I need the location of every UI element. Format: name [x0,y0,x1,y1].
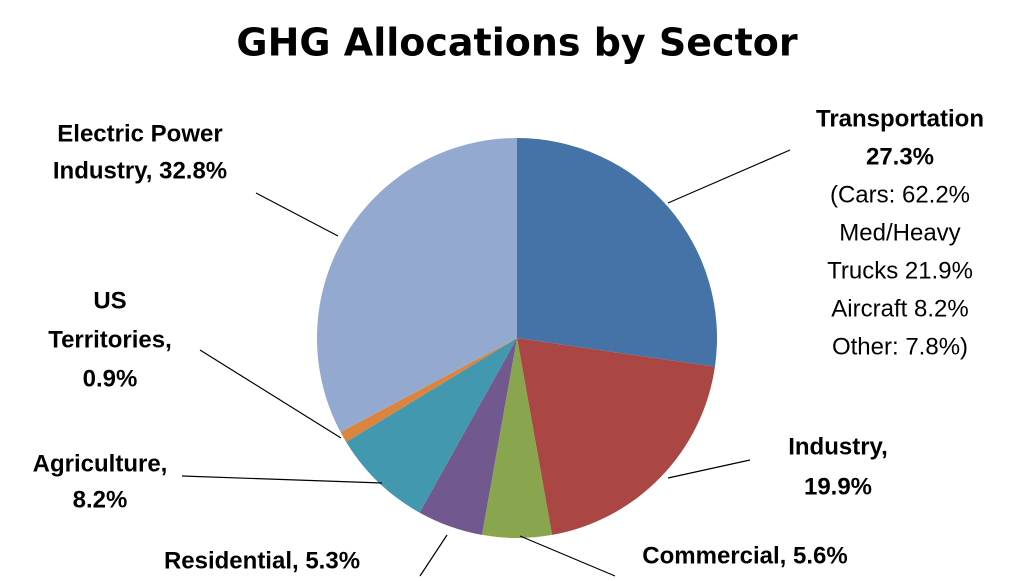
data-label: Industry, 32.8% [53,157,227,184]
pie-slice [316,138,517,433]
data-label: Agriculture, [33,450,168,477]
data-label: Industry, [788,433,888,460]
data-label: 0.9% [83,365,138,392]
leader-line [255,192,339,237]
data-label: 8.2% [73,486,128,513]
pie-slice [517,338,715,535]
data-label: Electric Power [57,120,222,147]
data-label: Territories, [48,326,172,353]
data-label: US [93,287,126,314]
pie-slice [517,138,717,367]
data-label: Trucks 21.9% [827,257,973,284]
leader-line [519,535,616,577]
leader-line [199,349,342,439]
leader-line [181,475,383,484]
pie-slice [481,338,553,538]
leader-line [667,149,791,204]
data-label: Aircraft 8.2% [831,295,968,322]
chart-title: GHG Allocations by Sector [236,21,797,65]
pie-slice [346,338,517,513]
data-label: 27.3% [866,143,934,170]
data-label: 19.9% [804,473,872,500]
data-label: Transportation [816,105,984,132]
pie-slice [419,338,517,535]
data-label: Other: 7.8%) [832,333,968,360]
data-label: (Cars: 62.2% [830,181,970,208]
leader-line [667,459,751,479]
data-label: Commercial, 5.6% [642,542,847,569]
data-label: Med/Heavy [839,219,960,246]
data-label: Residential, 5.3% [164,547,360,574]
pie-slice [340,338,517,442]
leader-line [419,534,448,577]
